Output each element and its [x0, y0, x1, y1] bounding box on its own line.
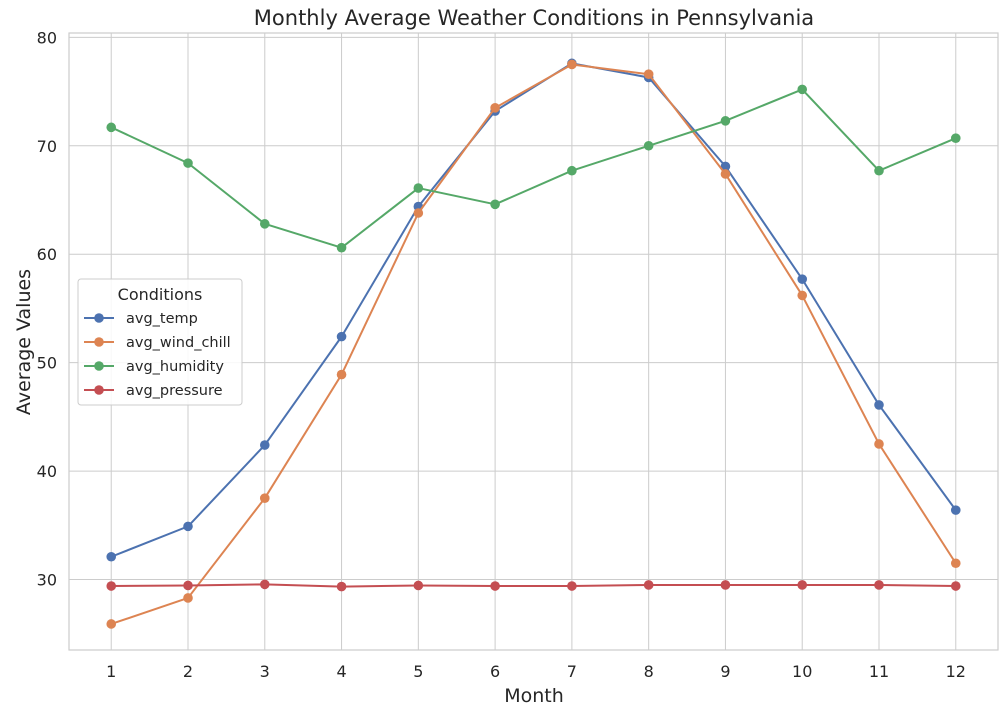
data-point [336, 581, 347, 592]
x-tick-label: 8 [644, 662, 654, 681]
data-point [336, 242, 347, 253]
data-point [106, 551, 117, 562]
series-lines [106, 58, 961, 629]
data-point [950, 133, 961, 143]
y-tick-label: 40 [37, 462, 57, 481]
data-point [183, 580, 193, 591]
data-point [874, 165, 884, 176]
legend-label: avg_wind_chill [126, 335, 231, 351]
x-tick-label: 7 [567, 662, 577, 681]
legend-marker-swatch [94, 361, 104, 371]
x-axis-label: Month [504, 685, 564, 707]
data-point [797, 290, 808, 301]
data-point [720, 580, 731, 590]
x-tick-label: 12 [946, 662, 966, 681]
grid-lines [69, 33, 998, 650]
data-point [567, 581, 577, 591]
x-tick-label: 2 [183, 662, 193, 681]
data-point [950, 505, 961, 515]
series-line [111, 583, 956, 588]
series-line [110, 63, 957, 625]
data-point [259, 440, 270, 450]
data-point [874, 400, 884, 410]
y-tick-label: 60 [37, 245, 57, 264]
legend: Conditions avg_temp avg_wind_chill avg_hum… [77, 278, 243, 406]
data-point [720, 169, 731, 179]
y-tick-label: 70 [37, 137, 57, 156]
data-point [643, 69, 654, 80]
data-point [336, 369, 347, 380]
plot-area-frame [68, 32, 999, 651]
data-point [643, 140, 654, 151]
x-tick-label: 11 [869, 662, 889, 681]
legend-label: avg_temp [126, 311, 198, 327]
data-point [336, 331, 347, 342]
chart-title: Monthly Average Weather Conditions in Pe… [254, 6, 814, 30]
data-point [874, 439, 884, 449]
data-point [413, 208, 424, 218]
data-point [106, 581, 117, 591]
data-point [490, 199, 500, 210]
data-point [106, 619, 117, 629]
data-point [259, 579, 270, 590]
data-point [413, 580, 424, 591]
legend-entry: avg_pressure [84, 383, 223, 399]
data-point [259, 493, 270, 503]
data-point [950, 558, 961, 569]
y-tick-label: 80 [37, 28, 57, 47]
data-point [797, 84, 808, 95]
series-line [110, 88, 957, 249]
x-tick-label: 6 [490, 662, 500, 681]
data-point [720, 116, 731, 126]
legend-marker-swatch [94, 313, 104, 323]
x-tick-label: 3 [260, 662, 270, 681]
data-point [490, 581, 500, 591]
legend-marker-swatch [94, 385, 104, 395]
data-point [797, 274, 808, 284]
legend-box [77, 278, 243, 406]
legend-entry: avg_temp [84, 311, 198, 327]
legend-entries: avg_temp avg_wind_chill avg_humidity avg_pr… [84, 311, 231, 399]
legend-label: avg_humidity [126, 359, 224, 375]
data-point [567, 59, 577, 70]
x-tick-label: 1 [106, 662, 116, 681]
data-point [950, 581, 961, 591]
legend-entry: avg_wind_chill [84, 335, 231, 351]
legend-label: avg_pressure [126, 383, 223, 399]
data-point [183, 521, 193, 532]
y-tick-label: 30 [37, 571, 57, 590]
data-point [106, 122, 117, 133]
legend-title: Conditions [118, 285, 203, 304]
legend-entry: avg_humidity [84, 359, 224, 375]
data-point [183, 158, 193, 168]
y-tick-label: 50 [37, 354, 57, 373]
data-point [183, 593, 193, 603]
data-point [259, 219, 270, 229]
data-point [720, 161, 731, 172]
series-avg-humidity [106, 84, 961, 253]
series-avg-pressure [106, 579, 961, 592]
data-point [874, 580, 884, 590]
y-axis-label: Average Values [13, 269, 35, 415]
x-tick-label: 10 [792, 662, 812, 681]
x-tick-label: 5 [413, 662, 423, 681]
data-point [797, 580, 808, 590]
data-point [413, 183, 424, 193]
x-tick-label: 4 [336, 662, 346, 681]
legend-marker-swatch [94, 337, 104, 347]
data-point [643, 580, 654, 590]
data-point [567, 165, 577, 176]
data-point [490, 103, 500, 113]
x-tick-label: 9 [720, 662, 730, 681]
series-avg-wind-chill [106, 59, 961, 629]
